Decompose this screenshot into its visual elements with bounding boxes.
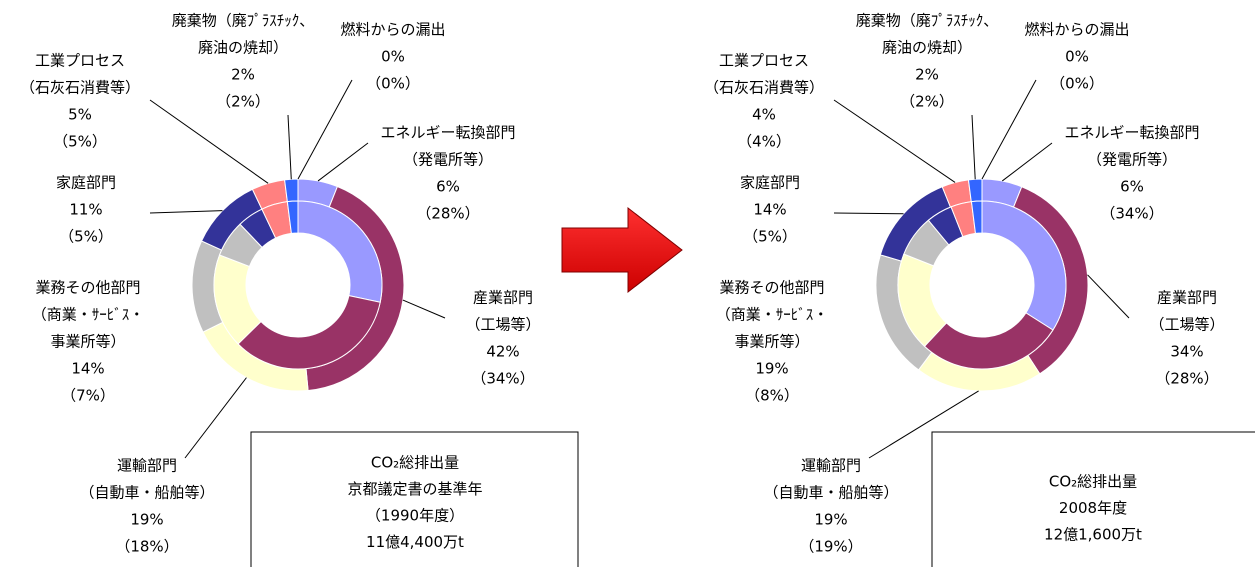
category-label: 業務その他部門: [719, 279, 824, 297]
value-label: 0%: [1065, 48, 1089, 66]
box-text: CO₂総排出量: [1049, 473, 1137, 491]
leader-line: [149, 210, 223, 214]
category-label: 業務その他部門: [35, 279, 140, 297]
value-label: 19%: [814, 511, 847, 529]
leader-line: [149, 99, 269, 184]
value-label: 4%: [752, 106, 776, 124]
category-label: （自動車・船舶等）: [79, 484, 214, 502]
info-box: [250, 431, 579, 567]
category-label: （発電所等）: [1087, 151, 1177, 169]
leader-line: [833, 99, 956, 183]
value-label: 14%: [71, 360, 104, 378]
category-label: （工場等）: [465, 316, 540, 334]
value-label: 6%: [1120, 178, 1144, 196]
value-label: （2%）: [900, 93, 954, 111]
value-label: （34%）: [471, 370, 534, 388]
donut-segment: [967, 178, 983, 203]
value-label: 6%: [436, 178, 460, 196]
value-label: （0%）: [366, 75, 420, 93]
category-label: 運輸部門: [117, 457, 177, 475]
category-label: 家庭部門: [56, 174, 116, 192]
category-label: 廃油の焼却）: [882, 39, 972, 57]
category-label: 家庭部門: [740, 174, 800, 192]
category-label: 運輸部門: [801, 457, 861, 475]
value-label: （2%）: [216, 93, 270, 111]
value-label: 0%: [381, 48, 405, 66]
category-label: 事業所等）: [50, 333, 125, 351]
donut-segment: [981, 200, 1067, 331]
category-label: エネルギー転換部門: [380, 124, 515, 142]
value-label: 14%: [753, 201, 786, 219]
value-label: （5%）: [743, 228, 797, 246]
value-label: 2%: [231, 66, 255, 84]
leader-line: [317, 142, 369, 182]
leader-line: [297, 79, 353, 180]
category-label: 事業所等）: [734, 333, 809, 351]
category-label: 産業部門: [473, 289, 533, 307]
category-label: 産業部門: [1157, 289, 1217, 307]
category-label: （発電所等）: [403, 151, 493, 169]
leader-line: [971, 114, 976, 180]
leader-line: [833, 212, 904, 215]
value-label: （8%）: [745, 387, 799, 405]
category-label: 廃棄物（廃ﾌﾟﾗｽﾁｯｸ、: [856, 12, 999, 30]
leader-line: [402, 299, 446, 319]
category-label: （石灰石消費等）: [20, 79, 140, 97]
value-label: （18%）: [115, 538, 178, 556]
value-label: 34%: [1170, 343, 1203, 361]
category-label: 廃棄物（廃ﾌﾟﾗｽﾁｯｸ、: [172, 12, 315, 30]
value-label: （7%）: [61, 387, 115, 405]
value-label: （5%）: [59, 228, 113, 246]
category-label: 廃油の焼却）: [198, 39, 288, 57]
box-text: （1990年度）: [366, 507, 464, 525]
box-text: 12億1,600万t: [1044, 526, 1142, 544]
leader-line: [868, 390, 979, 459]
category-label: 工業プロセス: [35, 52, 125, 70]
leader-line: [184, 377, 247, 459]
value-label: 5%: [68, 106, 92, 124]
value-label: （4%）: [737, 133, 791, 151]
box-text: CO₂総排出量: [371, 454, 459, 472]
category-label: 燃料からの漏出: [1024, 21, 1129, 39]
category-label: （商業・ｻｰﾋﾞｽ・: [32, 306, 145, 324]
value-label: （19%）: [799, 538, 862, 556]
box-text: 2008年度: [1059, 499, 1127, 517]
box-text: 京都議定書の基準年: [347, 480, 482, 498]
value-label: 2%: [915, 66, 939, 84]
leader-line: [287, 114, 292, 180]
value-label: （28%）: [1155, 370, 1218, 388]
category-label: 工業プロセス: [719, 52, 809, 70]
box-text: 11億4,400万t: [366, 533, 464, 551]
info-box: [931, 431, 1255, 567]
value-label: （28%）: [416, 205, 479, 223]
category-label: エネルギー転換部門: [1064, 124, 1199, 142]
value-label: （0%）: [1050, 75, 1104, 93]
value-label: 42%: [486, 343, 519, 361]
category-label: 燃料からの漏出: [340, 21, 445, 39]
value-label: 11%: [69, 201, 102, 219]
value-label: （34%）: [1100, 205, 1163, 223]
value-label: （5%）: [53, 133, 107, 151]
category-label: （石灰石消費等）: [704, 79, 824, 97]
donut-segment: [284, 178, 299, 203]
leader-line: [1001, 142, 1053, 182]
leader-line: [981, 79, 1037, 180]
arrow: [561, 206, 683, 294]
value-label: 19%: [755, 360, 788, 378]
category-label: （自動車・船舶等）: [763, 484, 898, 502]
donut-segment: [237, 295, 381, 370]
category-label: （商業・ｻｰﾋﾞｽ・: [716, 306, 829, 324]
leader-line: [1087, 274, 1130, 319]
value-label: 19%: [130, 511, 163, 529]
category-label: （工場等）: [1149, 316, 1224, 334]
